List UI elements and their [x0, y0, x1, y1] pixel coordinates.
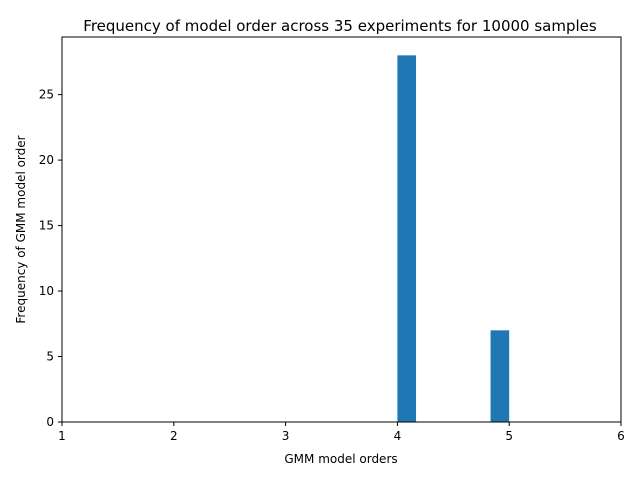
x-tick-label-1: 2	[170, 429, 178, 443]
y-tick-label-2: 10	[39, 284, 54, 298]
y-tick-label-4: 20	[39, 153, 54, 167]
y-tick-label-3: 15	[39, 219, 54, 233]
x-tick-label-4: 5	[505, 429, 513, 443]
y-axis-label: Frequency of GMM model order	[14, 135, 28, 323]
plot-frame	[61, 36, 622, 423]
y-tick-label-1: 5	[46, 350, 54, 364]
x-tick-label-2: 3	[282, 429, 290, 443]
x-axis-ticks: 1 2 3 4 5 6	[58, 422, 625, 443]
y-tick-label-0: 0	[46, 415, 54, 429]
x-tick-label-0: 1	[58, 429, 66, 443]
bar-0	[397, 55, 417, 422]
x-tick-label-5: 6	[617, 429, 625, 443]
x-tick-label-3: 4	[394, 429, 402, 443]
y-tick-label-5: 25	[39, 88, 54, 102]
y-axis-ticks: 0 5 10 15 20 25	[39, 88, 62, 429]
chart-title: Frequency of model order across 35 exper…	[83, 17, 597, 35]
x-axis-label: GMM model orders	[284, 452, 397, 466]
bar-1	[490, 330, 510, 422]
bars-group	[397, 55, 510, 422]
